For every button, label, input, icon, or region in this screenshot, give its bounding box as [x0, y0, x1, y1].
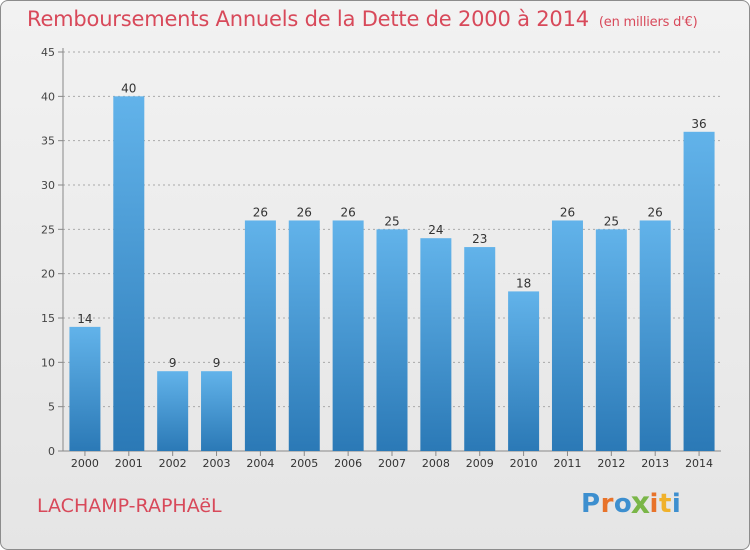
x-tick-label-2008: 2008 — [422, 457, 450, 470]
bar-2005 — [288, 220, 320, 451]
value-label-2012: 25 — [604, 214, 619, 228]
logo-letter: x — [630, 486, 651, 522]
value-label-2014: 36 — [691, 117, 706, 131]
chart-title-text: Remboursements Annuels de la Dette de 20… — [27, 7, 589, 31]
logo-letter: i — [671, 489, 682, 519]
bar-2000 — [69, 326, 101, 451]
logo-letter: t — [658, 489, 672, 519]
value-label-2000: 14 — [77, 312, 92, 326]
logo-letter: o — [613, 489, 633, 519]
x-tick-label-2001: 2001 — [115, 457, 143, 470]
bar-2010 — [508, 291, 540, 451]
y-tick-label: 40 — [41, 90, 55, 103]
bar-2014 — [683, 131, 715, 452]
y-tick-label: 10 — [41, 356, 55, 369]
y-tick-label: 15 — [41, 312, 55, 325]
bars — [69, 96, 715, 452]
x-tick-label-2006: 2006 — [334, 457, 362, 470]
value-label-2007: 25 — [384, 214, 399, 228]
y-tick-label: 45 — [41, 46, 55, 59]
y-tick-label: 20 — [41, 268, 55, 281]
town-name: LACHAMP-RAPHAëL — [37, 495, 222, 517]
x-tick-label-2010: 2010 — [510, 457, 538, 470]
x-tick-label-2012: 2012 — [597, 457, 625, 470]
y-tick-label: 35 — [41, 135, 55, 148]
x-tick-label-2004: 2004 — [246, 457, 274, 470]
x-tick-label-2005: 2005 — [290, 457, 318, 470]
x-tick-label-2000: 2000 — [71, 457, 99, 470]
value-label-2011: 26 — [560, 205, 575, 219]
chart-title: Remboursements Annuels de la Dette de 20… — [27, 7, 698, 31]
x-tick-label-2007: 2007 — [378, 457, 406, 470]
y-tick-label: 0 — [48, 445, 55, 458]
bar-2006 — [332, 220, 364, 451]
y-tick-label: 30 — [41, 179, 55, 192]
value-label-2003: 9 — [213, 356, 221, 370]
x-tick-label-2003: 2003 — [203, 457, 231, 470]
value-label-2005: 26 — [297, 205, 312, 219]
value-label-2001: 40 — [121, 81, 136, 95]
y-tick-label: 5 — [48, 401, 55, 414]
logo-letter: i — [649, 489, 659, 519]
logo-letter: r — [600, 489, 614, 519]
bar-2013 — [639, 220, 671, 451]
x-tick-label-2013: 2013 — [641, 457, 669, 470]
value-label-2013: 26 — [648, 205, 663, 219]
value-label-2008: 24 — [428, 223, 443, 237]
x-tick-label-2011: 2011 — [553, 457, 581, 470]
value-label-2010: 18 — [516, 276, 531, 290]
logo-letter: P — [581, 489, 601, 519]
bar-2007 — [376, 229, 408, 451]
bar-2002 — [157, 371, 189, 451]
bar-2001 — [113, 96, 145, 451]
y-tick-label: 25 — [41, 223, 55, 236]
proxiti-logo: Proxiti — [581, 486, 682, 522]
bar-2012 — [595, 229, 627, 451]
bar-2004 — [244, 220, 276, 451]
bar-2008 — [420, 238, 452, 451]
value-label-2002: 9 — [169, 356, 177, 370]
value-label-2004: 26 — [253, 205, 268, 219]
bar-2003 — [201, 371, 233, 451]
x-tick-label-2009: 2009 — [466, 457, 494, 470]
value-label-2009: 23 — [472, 232, 487, 246]
value-label-2006: 26 — [340, 205, 355, 219]
unit-label: (en milliers d'€) — [598, 15, 698, 30]
bar-2011 — [551, 220, 583, 451]
bar-2009 — [464, 247, 496, 451]
x-tick-label-2002: 2002 — [159, 457, 187, 470]
labels: 0 5 10 15 20 25 30 35 40 45 14 2000 40 2001 9 2002 9 2003… — [41, 46, 713, 470]
x-tick-label-2014: 2014 — [685, 457, 713, 470]
